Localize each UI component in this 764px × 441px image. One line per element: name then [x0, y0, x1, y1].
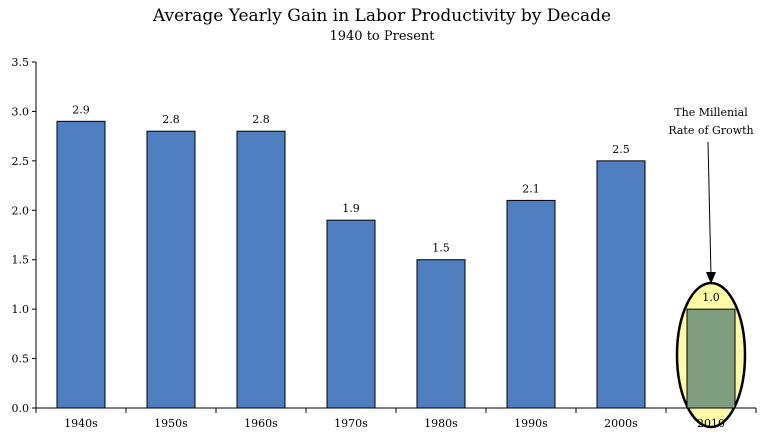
value-label-2000s: 2.5 [612, 143, 630, 156]
chart-title: Average Yearly Gain in Labor Productivit… [152, 6, 612, 26]
y-tick-label: 0.0 [12, 402, 30, 415]
x-tick-label-1950s: 1950s [154, 417, 188, 430]
value-label-1940s: 2.9 [72, 103, 90, 116]
annotation-line-1: The Millenial [674, 106, 748, 119]
x-tick-label-1970s: 1970s [334, 417, 368, 430]
bar-2000s [596, 160, 646, 409]
x-tick-label-2000s: 2000s [604, 417, 638, 430]
x-tick-label-1980s: 1980s [424, 417, 458, 430]
chart-subtitle: 1940 to Present [329, 29, 435, 44]
x-tick-label-1990s: 1990s [514, 417, 548, 430]
bar-1990s [506, 199, 556, 409]
bar-1960s [236, 130, 286, 409]
y-tick-label: 0.5 [12, 353, 30, 366]
bar-2010 [686, 308, 736, 409]
y-tick-label: 1.0 [12, 303, 30, 316]
y-tick-label: 1.5 [12, 254, 30, 267]
x-tick-label-2010: 2010 [697, 417, 725, 430]
y-tick-label: 3.0 [12, 105, 30, 118]
y-tick-label: 3.5 [12, 56, 30, 69]
value-label-2010: 1.0 [702, 291, 720, 304]
annotation-arrow-line [707, 141, 712, 277]
bar-1950s [146, 130, 196, 409]
annotation-line-2: Rate of Growth [668, 124, 753, 137]
labels: 2.9 2.8 2.8 1.9 1.5 2.1 2.5 1.0 0.0 0.5 1.0 1.5 2.0 2… [12, 56, 726, 430]
y-tick-label: 2.5 [12, 155, 30, 168]
value-label-1990s: 2.1 [522, 182, 540, 195]
value-label-1950s: 2.8 [162, 113, 180, 126]
x-tick-label-1940s: 1940s [64, 417, 98, 430]
x-tick-label-1960s: 1960s [244, 417, 278, 430]
axes [32, 61, 757, 413]
bar-1970s [326, 219, 376, 409]
bar-1980s [416, 259, 466, 409]
value-label-1970s: 1.9 [342, 202, 360, 215]
bars [56, 120, 736, 409]
annotation-arrow-head [706, 272, 716, 284]
value-label-1960s: 2.8 [252, 113, 270, 126]
bar-1940s [56, 120, 106, 409]
value-label-1980s: 1.5 [432, 242, 450, 255]
annotation: The Millenial Rate of Growth [668, 106, 754, 284]
y-tick-label: 2.0 [12, 204, 30, 217]
